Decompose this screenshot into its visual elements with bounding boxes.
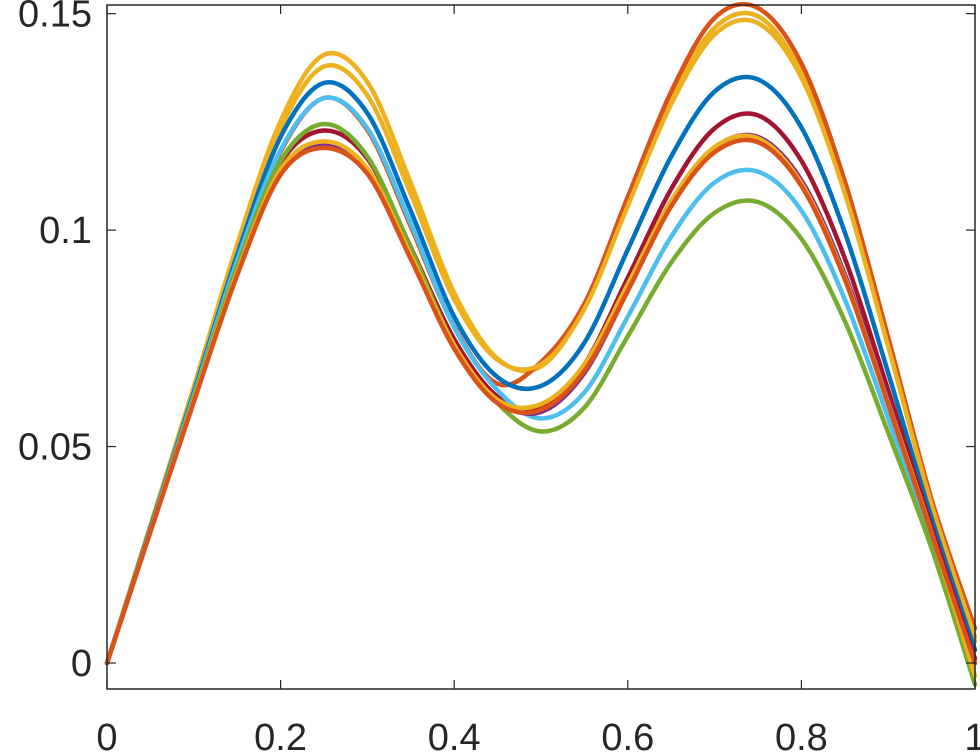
y-tick-label: 0 xyxy=(71,643,92,685)
series-line-8 xyxy=(104,132,978,666)
y-tick-label: 0.05 xyxy=(18,427,92,469)
series-layer xyxy=(104,1,978,687)
series-line-9 xyxy=(104,133,978,679)
series-line-2 xyxy=(104,1,978,666)
x-tick-label: 0 xyxy=(96,717,117,755)
axes-layer xyxy=(106,4,976,690)
tick-layer: 0 0.2 0.4 0.6 0.8 1 0 0.05 0.1 0.15 xyxy=(18,0,980,755)
x-tick-label: 0.2 xyxy=(254,717,307,755)
y-tick-label: 0.1 xyxy=(39,210,92,252)
x-tick-label: 0.6 xyxy=(601,717,654,755)
series-line-10 xyxy=(104,137,978,666)
x-tick-label: 0.4 xyxy=(428,717,481,755)
series-line-4 xyxy=(104,74,978,666)
plot-box xyxy=(106,4,976,690)
y-tick-label: 0.15 xyxy=(18,0,92,36)
x-tick-label: 1 xyxy=(964,717,980,755)
series-line-1 xyxy=(104,10,978,666)
x-tick-label: 0.8 xyxy=(775,717,828,755)
series-line-3 xyxy=(104,17,978,666)
